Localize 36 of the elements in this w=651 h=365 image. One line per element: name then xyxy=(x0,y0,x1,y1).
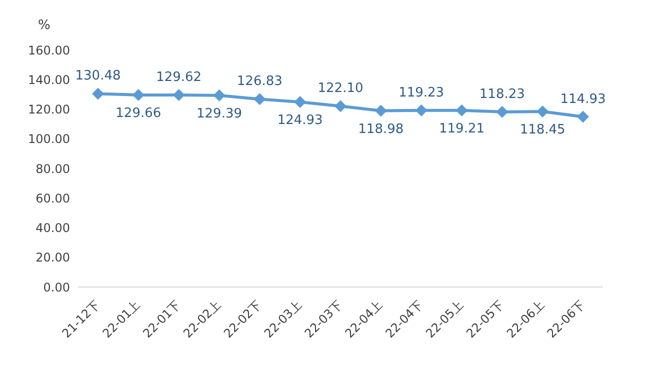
y-tick-label: 160.00 xyxy=(28,43,70,58)
data-label: 114.93 xyxy=(560,92,606,107)
point xyxy=(536,106,549,118)
point xyxy=(92,88,104,100)
data-label: 118.23 xyxy=(479,86,525,102)
y-axis-title: % xyxy=(38,18,50,33)
data-label: 118.45 xyxy=(520,122,566,138)
y-tick-label: 0.00 xyxy=(43,280,70,294)
y-tick-label: 140.00 xyxy=(28,72,70,87)
data-label: 126.83 xyxy=(236,74,282,90)
y-tick-label: 120.00 xyxy=(28,102,70,117)
data-label: 130.48 xyxy=(75,68,121,84)
y-tick-label: 60.00 xyxy=(36,191,70,206)
point xyxy=(132,88,144,101)
data-label: 129.66 xyxy=(116,106,162,121)
data-label: 129.39 xyxy=(196,106,242,122)
data-label: 124.93 xyxy=(277,112,323,128)
point xyxy=(254,93,266,106)
data-label: 129.62 xyxy=(156,70,202,85)
y-tick-label: 20.00 xyxy=(36,250,70,265)
data-label: 119.21 xyxy=(439,121,484,136)
y-tick-label: 80.00 xyxy=(36,162,70,176)
point xyxy=(172,89,185,101)
point xyxy=(456,104,468,116)
point xyxy=(213,89,226,102)
point xyxy=(415,104,428,116)
point xyxy=(374,104,387,117)
y-tick-label: 100.00 xyxy=(28,132,70,146)
point xyxy=(334,100,346,112)
point xyxy=(496,106,508,118)
point xyxy=(294,96,306,108)
data-label: 118.98 xyxy=(358,122,404,137)
data-label: 119.23 xyxy=(398,85,444,100)
data-label: 122.10 xyxy=(318,81,364,96)
point xyxy=(577,110,589,123)
y-tick-label: 40.00 xyxy=(36,221,70,236)
